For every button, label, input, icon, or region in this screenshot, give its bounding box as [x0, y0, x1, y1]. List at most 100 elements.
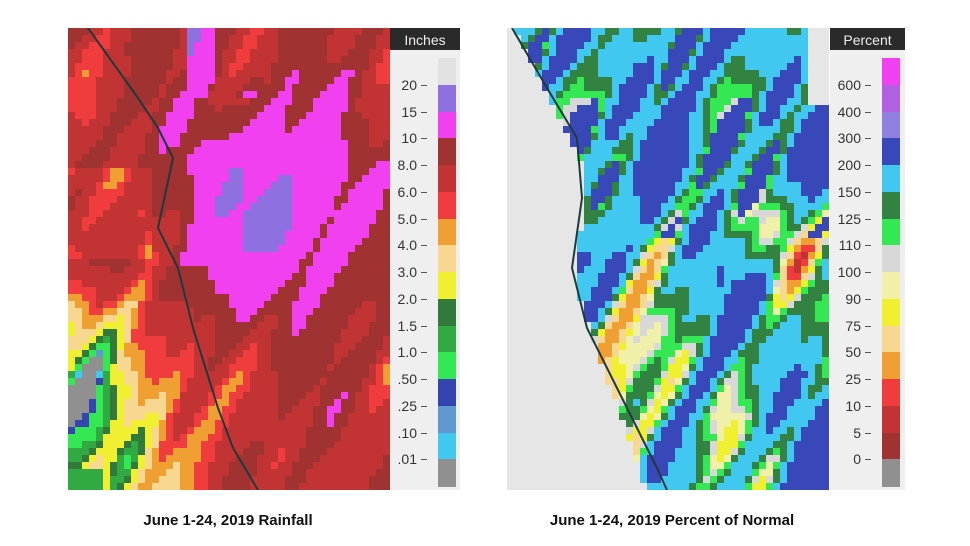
map-cell: [131, 84, 138, 91]
map-cell: [89, 147, 96, 154]
map-cell: [745, 112, 752, 119]
map-cell: [264, 189, 271, 196]
map-cell: [208, 140, 215, 147]
map-cell: [299, 56, 306, 63]
map-cell: [717, 238, 724, 245]
map-cell: [152, 175, 159, 182]
map-cell: [348, 105, 355, 112]
map-cell: [334, 420, 341, 427]
legend-color-band: [438, 352, 456, 380]
map-cell: [556, 315, 563, 322]
map-cell: [306, 308, 313, 315]
map-cell: [299, 266, 306, 273]
map-cell: [264, 63, 271, 70]
map-cell: [103, 70, 110, 77]
map-cell: [229, 91, 236, 98]
map-cell: [320, 196, 327, 203]
map-cell: [759, 168, 766, 175]
map-cell: [780, 112, 787, 119]
map-cell: [264, 175, 271, 182]
map-cell: [376, 259, 383, 266]
map-cell: [243, 182, 250, 189]
map-cell: [619, 175, 626, 182]
map-cell: [96, 336, 103, 343]
map-cell: [383, 119, 390, 126]
map-cell: [731, 168, 738, 175]
map-cell: [299, 329, 306, 336]
map-cell: [271, 77, 278, 84]
map-cell: [724, 294, 731, 301]
map-cell: [250, 357, 257, 364]
map-cell: [369, 70, 376, 77]
map-cell: [348, 42, 355, 49]
map-cell: [348, 231, 355, 238]
map-cell: [822, 49, 829, 56]
map-cell: [68, 112, 75, 119]
map-cell: [668, 91, 675, 98]
map-cell: [376, 308, 383, 315]
map-cell: [159, 476, 166, 483]
map-cell: [514, 203, 521, 210]
map-cell: [68, 350, 75, 357]
map-cell: [264, 371, 271, 378]
map-cell: [362, 308, 369, 315]
map-cell: [285, 259, 292, 266]
map-cell: [82, 56, 89, 63]
map-cell: [215, 168, 222, 175]
map-cell: [75, 483, 82, 490]
map-cell: [327, 98, 334, 105]
map-cell: [236, 84, 243, 91]
map-cell: [355, 301, 362, 308]
map-cell: [236, 112, 243, 119]
map-cell: [159, 371, 166, 378]
map-cell: [383, 273, 390, 280]
map-cell: [180, 294, 187, 301]
map-cell: [173, 294, 180, 301]
map-cell: [180, 133, 187, 140]
map-cell: [696, 154, 703, 161]
map-cell: [780, 210, 787, 217]
map-cell: [794, 35, 801, 42]
map-cell: [131, 35, 138, 42]
map-cell: [794, 245, 801, 252]
map-cell: [717, 140, 724, 147]
map-cell: [773, 140, 780, 147]
map-cell: [355, 476, 362, 483]
map-cell: [654, 140, 661, 147]
map-cell: [570, 84, 577, 91]
map-cell: [96, 105, 103, 112]
map-cell: [243, 294, 250, 301]
map-cell: [794, 147, 801, 154]
map-cell: [542, 266, 549, 273]
map-cell: [201, 98, 208, 105]
map-cell: [570, 238, 577, 245]
map-cell: [110, 238, 117, 245]
map-cell: [299, 301, 306, 308]
map-cell: [696, 63, 703, 70]
map-cell: [131, 224, 138, 231]
map-cell: [334, 161, 341, 168]
map-cell: [194, 350, 201, 357]
map-cell: [376, 483, 383, 490]
map-cell: [563, 49, 570, 56]
map-cell: [201, 175, 208, 182]
map-cell: [773, 196, 780, 203]
map-cell: [306, 462, 313, 469]
map-cell: [668, 182, 675, 189]
map-cell: [131, 308, 138, 315]
map-cell: [362, 455, 369, 462]
map-cell: [96, 476, 103, 483]
map-cell: [236, 91, 243, 98]
map-cell: [306, 133, 313, 140]
map-cell: [507, 112, 514, 119]
map-cell: [369, 154, 376, 161]
map-cell: [369, 238, 376, 245]
map-cell: [696, 70, 703, 77]
map-cell: [215, 77, 222, 84]
map-cell: [549, 189, 556, 196]
map-cell: [626, 245, 633, 252]
map-cell: [535, 154, 542, 161]
map-cell: [724, 154, 731, 161]
map-cell: [215, 462, 222, 469]
map-cell: [89, 364, 96, 371]
